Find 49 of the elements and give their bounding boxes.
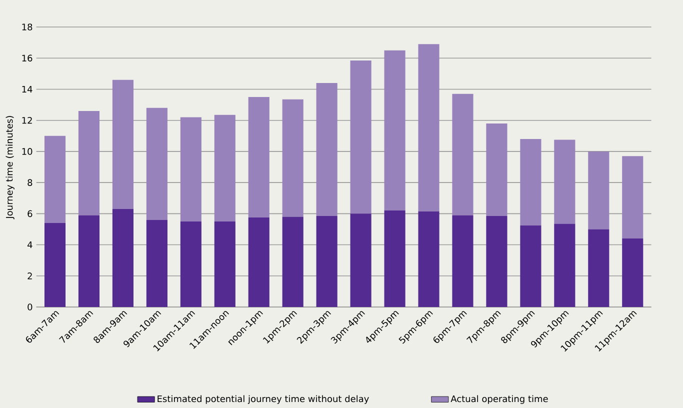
bar — [588, 229, 610, 308]
bar — [78, 111, 100, 216]
bar — [146, 220, 168, 308]
bar — [384, 210, 406, 308]
bar — [180, 221, 202, 308]
bar — [248, 97, 270, 218]
legend-label: Actual operating time — [450, 395, 548, 404]
y-tick-label: 18 — [22, 24, 32, 30]
bar — [622, 238, 644, 308]
bar — [452, 215, 474, 308]
y-tick-label: 12 — [22, 116, 32, 124]
bar — [554, 224, 576, 308]
bar — [112, 209, 134, 308]
bar — [486, 216, 508, 308]
legend-label: Estimated potential journey time without delay — [158, 395, 369, 404]
bar — [418, 44, 440, 212]
y-tick-label: 8 — [28, 179, 32, 186]
bar — [588, 151, 610, 230]
bar — [44, 223, 66, 308]
bar — [384, 50, 406, 211]
bar — [180, 117, 202, 222]
bar — [214, 114, 236, 222]
bar — [146, 108, 168, 220]
y-tick-label: 0 — [28, 304, 32, 310]
bar — [78, 215, 100, 308]
bar — [44, 136, 66, 224]
bar — [350, 60, 372, 214]
bar — [316, 216, 338, 308]
y-tick-label: 16 — [22, 54, 32, 62]
bar — [486, 123, 508, 216]
bar — [520, 139, 542, 226]
y-axis-title: Journey time (minutes) — [6, 116, 14, 220]
bar — [112, 80, 134, 210]
y-tick-label: 6 — [28, 210, 32, 218]
bar — [452, 94, 474, 216]
bar — [282, 99, 304, 217]
y-tick-label: 4 — [27, 242, 32, 248]
y-tick-label: 10 — [22, 148, 32, 155]
bar — [520, 225, 542, 308]
y-tick-label: 2 — [28, 272, 32, 280]
bar — [248, 218, 270, 308]
bar — [214, 221, 236, 308]
bar — [316, 83, 338, 216]
bar — [350, 214, 372, 308]
y-tick-label: 14 — [22, 86, 32, 93]
bar — [418, 211, 440, 308]
bar — [622, 156, 644, 239]
bar — [554, 140, 576, 224]
bar — [282, 216, 304, 308]
